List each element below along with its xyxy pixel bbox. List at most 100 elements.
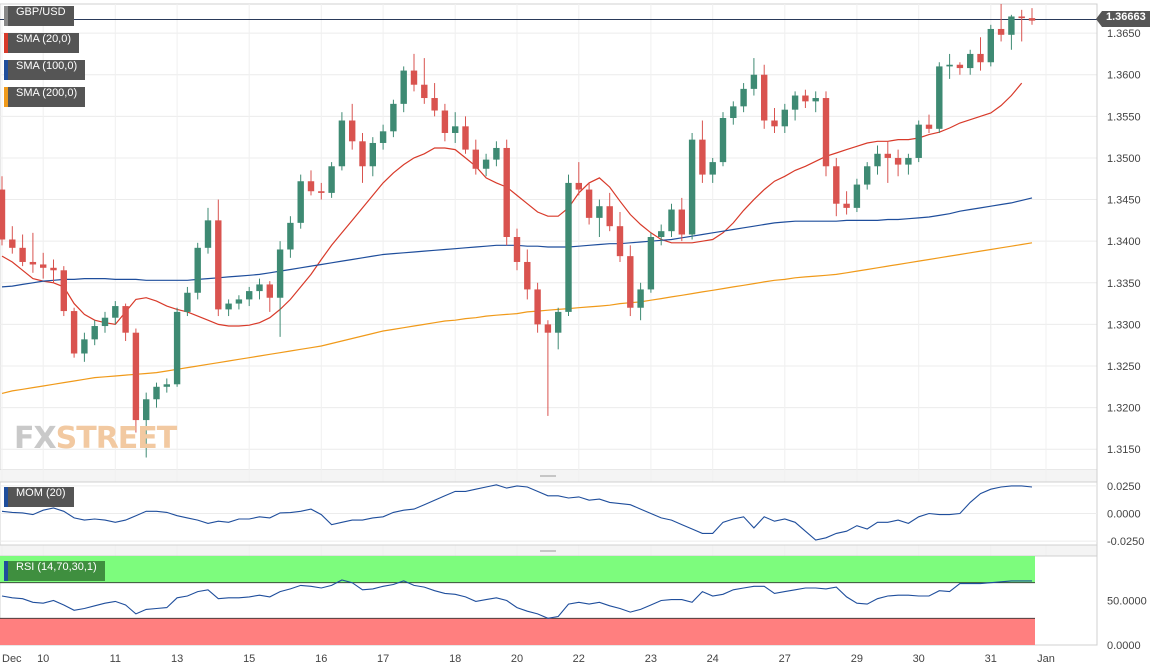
candle-down <box>421 84 428 99</box>
y-tick-label: 1.3600 <box>1107 70 1141 82</box>
candle-down <box>1028 18 1036 21</box>
candle-down <box>9 239 16 248</box>
x-tick-label: 23 <box>645 653 657 665</box>
candle-up <box>967 53 974 69</box>
mom-tick-label: 0.0250 <box>1107 481 1141 493</box>
mom-tick-label: -0.0250 <box>1107 536 1144 548</box>
candle-up <box>287 222 294 250</box>
candle-up <box>740 88 747 107</box>
y-tick-label: 1.3250 <box>1107 361 1141 373</box>
candle-up <box>555 311 562 333</box>
candle-down <box>462 126 469 150</box>
sma200-label: SMA (200,0) <box>16 87 78 99</box>
last-price-badge: 1.36663 <box>1096 11 1150 27</box>
candle-up <box>297 181 304 223</box>
sma20-tag[interactable]: SMA (20,0) <box>4 33 80 53</box>
x-tick-label: 13 <box>171 653 183 665</box>
candle-down <box>29 261 37 265</box>
candle-up <box>688 139 696 235</box>
y-tick-label: 1.3550 <box>1107 111 1141 123</box>
candle-up <box>565 182 572 312</box>
candle-up <box>338 120 346 167</box>
mom-tag[interactable]: MOM (20) <box>4 487 74 507</box>
candle-up <box>276 249 284 298</box>
candle-up <box>750 74 758 89</box>
rsi-line <box>1 579 1032 619</box>
candle-down <box>318 191 325 193</box>
x-tick-label: 10 <box>37 653 49 665</box>
candle-up <box>864 166 871 185</box>
candle-down <box>534 289 541 325</box>
x-tick-label: 22 <box>573 653 585 665</box>
x-tick-label: 18 <box>449 653 461 665</box>
sma100-color-swatch <box>4 60 8 80</box>
rsi-overbought-zone <box>0 556 1035 583</box>
x-tick-label: 17 <box>377 653 389 665</box>
rsi-color-swatch <box>4 561 8 581</box>
rsi-tick-label: 50.0000 <box>1107 596 1147 608</box>
rsi-tag[interactable]: RSI (14,70,30,1) <box>4 561 105 581</box>
candle-down <box>699 139 706 175</box>
sma100-label: SMA (100,0) <box>16 60 78 72</box>
candle-up <box>235 299 243 304</box>
y-tick-label: 1.3350 <box>1107 278 1141 290</box>
sma20-label: SMA (20,0) <box>16 33 72 45</box>
y-tick-label: 1.3300 <box>1107 319 1141 331</box>
sma-line <box>1 242 1033 394</box>
mom-color-swatch <box>4 487 8 507</box>
candle-down <box>307 181 315 192</box>
candle-down <box>627 256 634 308</box>
candle-down <box>771 120 778 127</box>
x-tick-label: 16 <box>315 653 327 665</box>
candle-up <box>647 237 655 290</box>
sma200-tag[interactable]: SMA (200,0) <box>4 87 86 107</box>
candle-down <box>349 120 356 142</box>
x-tick-label: 11 <box>110 653 121 665</box>
candle-up <box>791 95 799 110</box>
sma100-tag[interactable]: SMA (100,0) <box>4 60 86 80</box>
candle-up <box>987 28 994 63</box>
candle-down <box>40 264 47 268</box>
candle-down <box>894 157 902 165</box>
candle-down <box>802 95 809 102</box>
candle-down <box>977 53 984 63</box>
symbol-tag[interactable]: GBP/USD <box>4 6 74 26</box>
candle-down <box>215 220 222 310</box>
candle-up <box>637 289 644 308</box>
candle-up <box>163 384 170 387</box>
logo-street: STREET <box>55 421 178 456</box>
candle-up <box>658 231 665 237</box>
sma-line <box>1 82 1023 327</box>
candle-down <box>606 206 613 227</box>
x-tick-label: Jan <box>1037 653 1055 665</box>
sma200-color-swatch <box>4 87 8 107</box>
y-tick-label: 1.3500 <box>1107 153 1141 165</box>
mom-tick-label: 0.0000 <box>1107 509 1141 521</box>
x-tick-label: 31 <box>985 653 997 665</box>
candle-down <box>843 203 850 208</box>
candle-down <box>1018 16 1025 19</box>
x-tick-label: 27 <box>779 653 791 665</box>
candle-down <box>431 98 438 111</box>
candle-down <box>544 324 552 333</box>
candle-down <box>513 237 521 262</box>
candle-down <box>60 270 67 312</box>
candle-up <box>379 131 387 143</box>
candle-up <box>719 118 727 163</box>
candle-up <box>246 291 253 300</box>
candle-down <box>678 209 685 235</box>
candle-up <box>709 162 716 175</box>
candle-up <box>936 66 943 129</box>
candle-down <box>524 261 531 290</box>
candle-up <box>915 124 922 158</box>
candle-up <box>853 184 861 208</box>
candle-up <box>812 98 819 102</box>
candle-down <box>884 153 891 158</box>
x-tick-label: 29 <box>851 653 863 665</box>
candle-up <box>905 157 912 165</box>
mom-label: MOM (20) <box>16 487 66 499</box>
logo-fx: FX <box>14 421 57 456</box>
candle-up <box>482 159 490 169</box>
candle-up <box>194 247 201 293</box>
